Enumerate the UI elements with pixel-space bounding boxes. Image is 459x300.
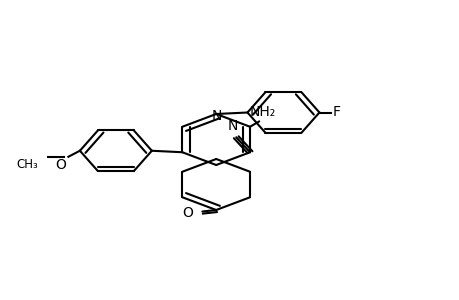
Text: O: O (55, 158, 66, 172)
Text: N: N (227, 119, 237, 133)
Text: CH₃: CH₃ (17, 158, 39, 171)
Text: O: O (182, 206, 193, 220)
Text: NH₂: NH₂ (249, 105, 275, 119)
Text: F: F (331, 106, 340, 119)
Text: N: N (212, 110, 222, 123)
